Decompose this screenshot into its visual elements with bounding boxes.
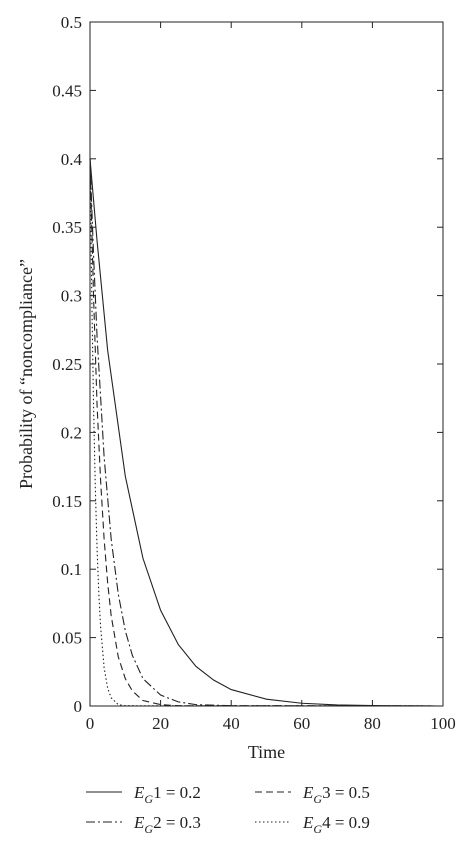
series-line-3: [89, 158, 444, 707]
x-tick-label: 0: [86, 714, 95, 733]
y-tick-label: 0.05: [52, 629, 82, 648]
y-tick-label: 0.45: [52, 81, 82, 100]
y-tick-label: 0.4: [61, 150, 83, 169]
y-tick-label: 0.25: [52, 355, 82, 374]
y-tick-label: 0.3: [61, 287, 82, 306]
y-tick-label: 0.5: [61, 13, 82, 32]
y-axis-label: Probability of “noncompliance”: [16, 259, 36, 489]
y-tick-label: 0.35: [52, 218, 82, 237]
legend-label-4: EG4 = 0.9: [302, 813, 370, 836]
x-axis-label: Time: [248, 742, 285, 762]
y-tick-label: 0.15: [52, 492, 82, 511]
x-tick-label: 100: [430, 714, 456, 733]
series-layer: [89, 158, 444, 707]
y-tick-label: 0.2: [61, 423, 82, 442]
series-line-1: [89, 158, 444, 707]
legend: EG1 = 0.2 EG3 = 0.5 EG2 = 0.3 EG4 = 0.9: [86, 783, 370, 836]
legend-label-1: EG1 = 0.2: [133, 783, 201, 806]
plot-frame: [89, 21, 444, 707]
legend-label-2: EG2 = 0.3: [133, 813, 201, 836]
x-tick-label: 40: [223, 714, 240, 733]
plot-area: [89, 21, 444, 707]
axis-ticks: 0 20 40 60 80 100 0 0.05 0.1 0.15 0.2 0.25 0.3 0.35 0.…: [52, 13, 456, 733]
y-tick-label: 0: [74, 697, 83, 716]
x-tick-label: 80: [364, 714, 381, 733]
x-tick-label: 20: [152, 714, 169, 733]
legend-label-3: EG3 = 0.5: [302, 783, 370, 806]
series-line-4: [89, 158, 444, 707]
x-tick-label: 60: [293, 714, 310, 733]
y-tick-label: 0.1: [61, 560, 82, 579]
series-line-2: [89, 158, 444, 707]
